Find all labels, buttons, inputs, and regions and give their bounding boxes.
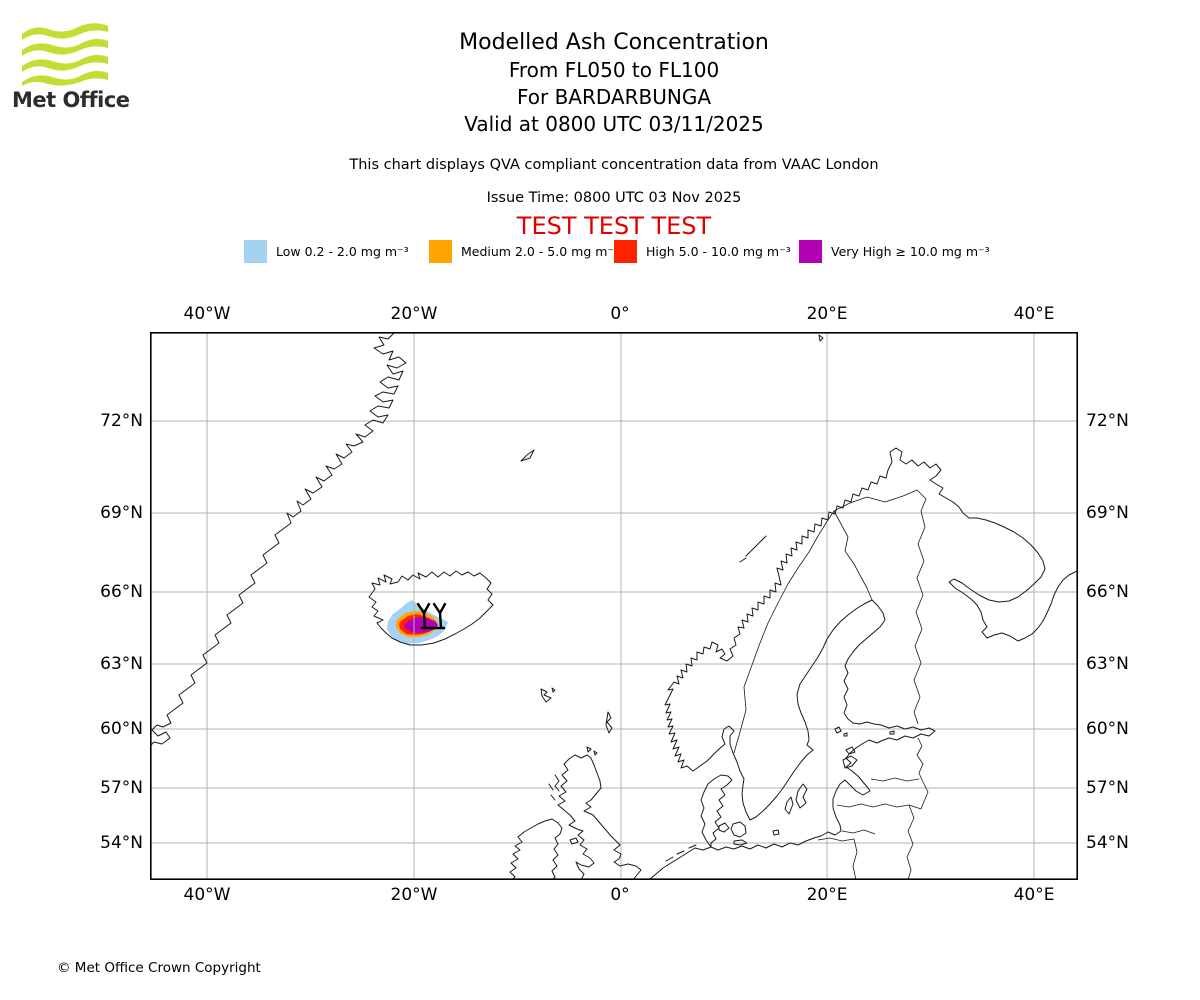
legend: Low 0.2 - 2.0 mg m⁻³ Medium 2.0 - 5.0 mg…: [150, 240, 1078, 263]
map-panel: [149, 331, 1079, 881]
coast-hebrides: [548, 774, 579, 845]
lat-tick-right-54n: 54°N: [1086, 833, 1129, 853]
lat-tick-right-72n: 72°N: [1086, 411, 1129, 431]
coast-shetland-orkney: [586, 711, 613, 756]
coast-bear-island: [818, 334, 824, 342]
lat-tick-left-57n: 57°N: [100, 778, 143, 798]
footer-copyright: © Met Office Crown Copyright: [57, 960, 261, 976]
logo-wave-icon: [22, 23, 108, 86]
legend-item-low: Low 0.2 - 2.0 mg m⁻³: [244, 240, 429, 263]
met-office-logo-text: Met Office: [12, 88, 130, 112]
coast-german-bight: [648, 844, 712, 881]
legend-item-medium: Medium 2.0 - 5.0 mg m⁻³: [429, 240, 619, 263]
legend-swatch-low-icon: [244, 240, 267, 263]
coast-ireland: [509, 818, 563, 881]
lat-tick-left-63n: 63°N: [100, 654, 143, 674]
legend-swatch-medium-icon: [429, 240, 452, 263]
coastlines: [149, 331, 1079, 881]
lat-tick-right-60n: 60°N: [1086, 719, 1129, 739]
lon-tick-top-40w: 40°W: [183, 304, 231, 324]
coast-norway-kola: [664, 447, 1079, 772]
legend-item-high: High 5.0 - 10.0 mg m⁻³: [614, 240, 799, 263]
title-block: Modelled Ash Concentration From FL050 to…: [150, 28, 1078, 138]
ash-plume: [387, 600, 448, 644]
qva-description: This chart displays QVA compliant concen…: [349, 157, 879, 173]
coast-jan-mayen: [520, 449, 535, 462]
map-frame: [150, 332, 1079, 881]
lon-tick-top-40e: 40°E: [1013, 304, 1055, 324]
lat-tick-right-57n: 57°N: [1086, 778, 1129, 798]
coast-faroe: [540, 687, 556, 703]
coast-denmark: [700, 774, 733, 848]
lon-tick-bottom-40w: 40°W: [183, 885, 231, 905]
legend-label-medium: Medium 2.0 - 5.0 mg m⁻³: [461, 244, 620, 259]
country-borders: [733, 489, 929, 881]
coast-baltic-islands: [772, 726, 895, 836]
lat-tick-left-72n: 72°N: [100, 411, 143, 431]
title-volcano-name: For BARDARBUNGA: [516, 85, 712, 109]
issue-time: Issue Time: 0800 UTC 03 Nov 2025: [486, 190, 742, 206]
lon-tick-bottom-20w: 20°W: [390, 885, 438, 905]
test-banner: TEST TEST TEST: [516, 212, 712, 240]
legend-swatch-high-icon: [614, 240, 637, 263]
title-flight-levels: From FL050 to FL100: [508, 58, 720, 82]
lat-tick-left-54n: 54°N: [100, 833, 143, 853]
coast-danish-islands: [718, 821, 748, 846]
coast-greenland: [149, 331, 407, 747]
lat-tick-left-66n: 66°N: [100, 582, 143, 602]
lon-tick-top-20w: 20°W: [390, 304, 438, 324]
coast-iceland: [368, 570, 494, 646]
coast-lofoten: [739, 535, 767, 563]
lon-tick-top-20e: 20°E: [806, 304, 848, 324]
coast-great-britain: [557, 754, 642, 881]
lat-tick-right-69n: 69°N: [1086, 503, 1129, 523]
coast-sweden: [692, 599, 873, 821]
lat-tick-left-60n: 60°N: [100, 719, 143, 739]
title-valid-time: Valid at 0800 UTC 03/11/2025: [464, 112, 764, 136]
volcano-eruption-icon: [416, 602, 447, 630]
lon-tick-bottom-40e: 40°E: [1013, 885, 1055, 905]
lon-tick-top-0: 0°: [610, 304, 630, 324]
coast-finland-baltic: [710, 599, 936, 851]
map-canvas: [149, 331, 1079, 881]
lon-tick-bottom-20e: 20°E: [806, 885, 848, 905]
legend-label-high: High 5.0 - 10.0 mg m⁻³: [646, 244, 791, 259]
legend-label-very-high: Very High ≥ 10.0 mg m⁻³: [831, 244, 990, 259]
gridlines: [150, 332, 1078, 880]
legend-item-very-high: Very High ≥ 10.0 mg m⁻³: [799, 240, 990, 263]
lat-tick-right-66n: 66°N: [1086, 582, 1129, 602]
page-title: Modelled Ash Concentration: [459, 30, 769, 55]
lon-tick-bottom-0: 0°: [610, 885, 630, 905]
legend-label-low: Low 0.2 - 2.0 mg m⁻³: [276, 244, 409, 259]
met-office-logo: [14, 22, 114, 90]
legend-swatch-very-high-icon: [799, 240, 822, 263]
lat-tick-right-63n: 63°N: [1086, 654, 1129, 674]
lat-tick-left-69n: 69°N: [100, 503, 143, 523]
